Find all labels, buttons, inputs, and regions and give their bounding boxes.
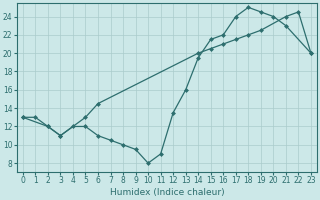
- X-axis label: Humidex (Indice chaleur): Humidex (Indice chaleur): [109, 188, 224, 197]
